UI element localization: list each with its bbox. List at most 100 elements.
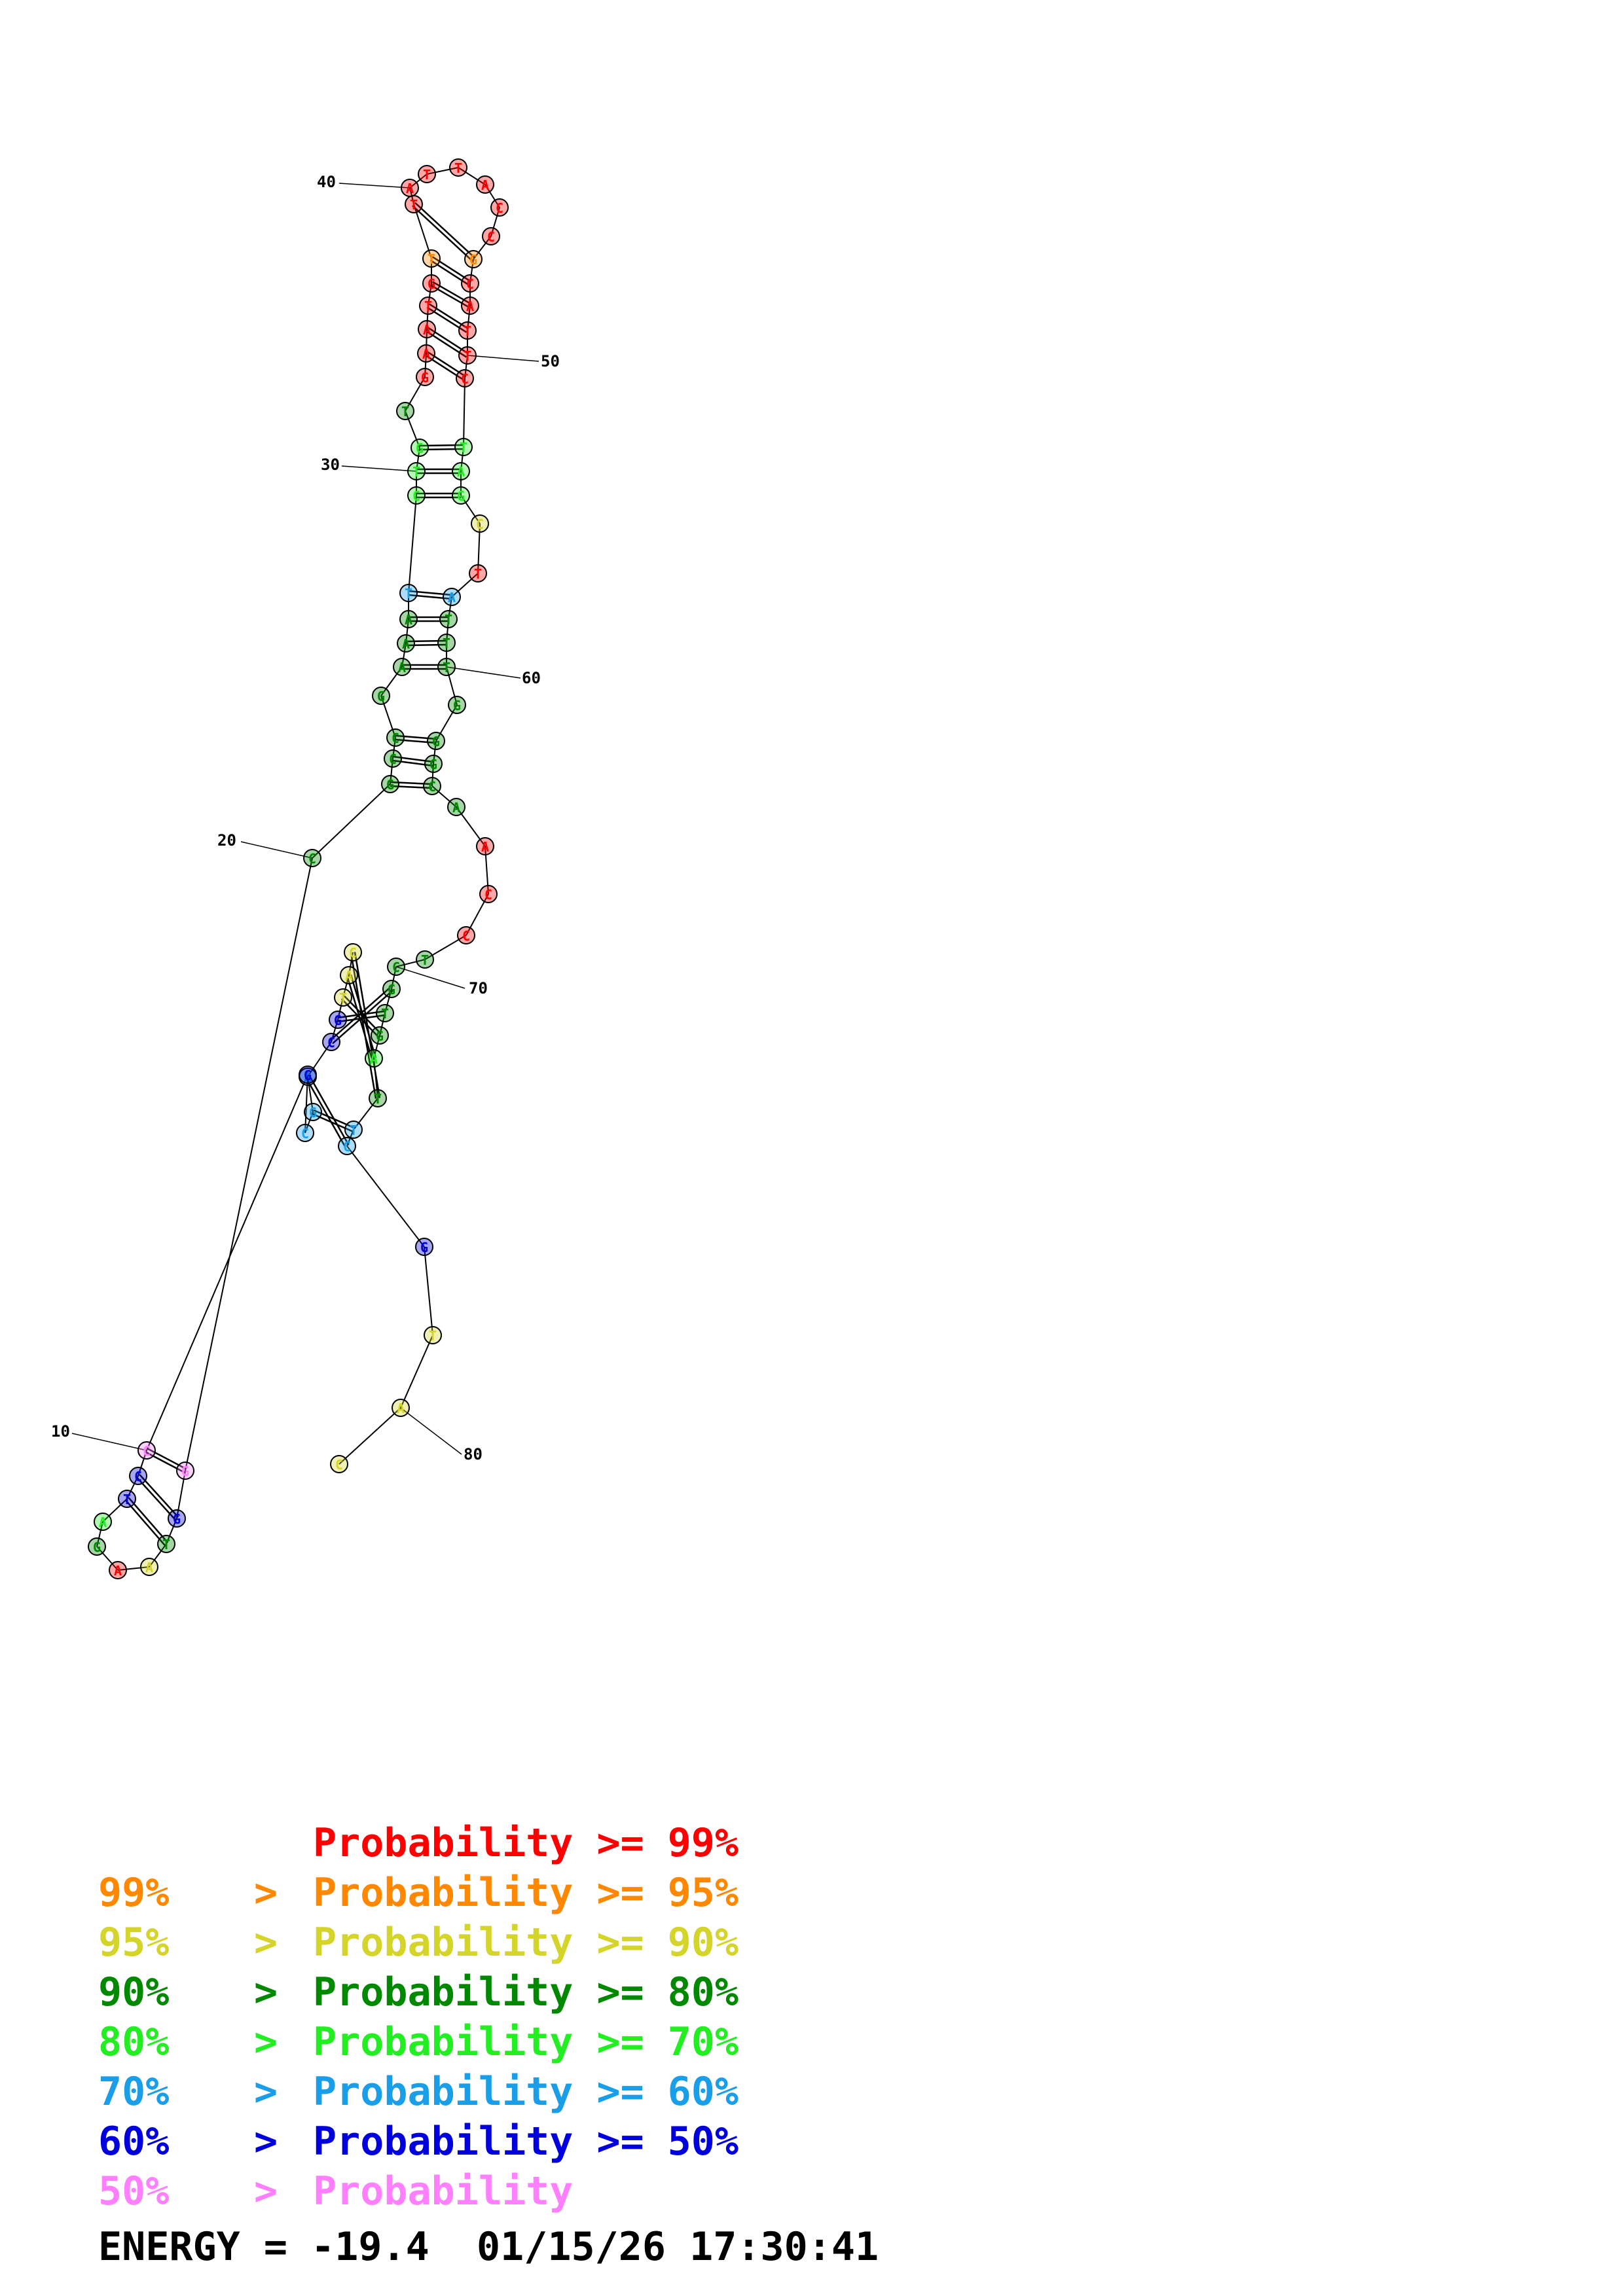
- nucleotide-letter: G: [416, 440, 424, 456]
- legend-threshold: 95%: [667, 1870, 739, 1916]
- nucleotide-letter: G: [173, 1511, 181, 1527]
- nucleotide-letter: T: [464, 348, 471, 364]
- nucleotide-letter: A: [481, 839, 489, 855]
- backbone-segment: [408, 495, 417, 594]
- backbone-segment: [149, 1543, 167, 1568]
- backbone-segment: [431, 763, 434, 787]
- nucleotide-11: C: [129, 1467, 147, 1485]
- nucleotide-44: C: [490, 198, 509, 217]
- nucleotide-16: A: [140, 1558, 158, 1576]
- nucleotide-letter: T: [443, 660, 450, 675]
- nucleotide-letter: T: [374, 1091, 382, 1107]
- nucleotide-circle: [452, 486, 470, 505]
- nucleotide-letter: C: [412, 488, 420, 504]
- backbone-lines: [96, 167, 500, 1571]
- energy-footer: ENERGY = -19.4 01/15/26 17:30:41: [98, 2224, 879, 2270]
- nucleotide-letter: A: [398, 660, 406, 675]
- nucleotide-70: C: [387, 958, 405, 976]
- base-pair-bond: [420, 448, 464, 451]
- nucleotide-5: C: [322, 1033, 340, 1051]
- backbone-segment: [451, 573, 479, 598]
- base-pair-bond: [124, 1499, 166, 1546]
- nucleotide-letter: C: [343, 1139, 351, 1155]
- base-pair-bond: [392, 759, 433, 767]
- nucleotide-letter: T: [423, 167, 431, 183]
- base-pair-bond: [395, 734, 437, 740]
- nucleotide-letter: A: [114, 1563, 122, 1579]
- nucleotide-letter: G: [376, 1028, 384, 1044]
- nucleotide-letter: T: [123, 1492, 131, 1507]
- nucleotide-circle: [461, 296, 479, 315]
- nucleotide-letter: C: [428, 779, 436, 795]
- nucleotide-circle: [296, 1124, 314, 1142]
- base-pair-bond: [419, 444, 464, 447]
- backbone-segment: [166, 1518, 177, 1545]
- legend-operator: >=: [596, 2119, 644, 2164]
- nucleotide-circle: [476, 837, 494, 855]
- backbone-segment: [424, 353, 427, 378]
- nucleotide-38: T: [422, 249, 441, 268]
- nucleotide-circle: [439, 610, 458, 628]
- legend-gt-sign: >: [254, 1870, 278, 1916]
- backbone-segment: [312, 783, 391, 859]
- backbone-segment: [469, 259, 474, 284]
- nucleotide-54: G: [452, 486, 470, 505]
- base-pair-bond: [128, 1497, 169, 1543]
- backbone-segment: [392, 737, 396, 759]
- base-pair-bond: [409, 590, 452, 596]
- nucleotide-circle: [461, 274, 479, 293]
- legend-gt-sign: >: [254, 2119, 278, 2164]
- nucleotide-circle: [449, 158, 467, 177]
- nucleotide-letter: C: [461, 371, 469, 387]
- nucleotide-letter: T: [428, 251, 435, 267]
- backbone-segment: [137, 1450, 147, 1477]
- legend-threshold: 80%: [667, 1969, 739, 2015]
- legend-label: Probability: [313, 2069, 574, 2115]
- legend-prefix: 95%: [98, 1920, 170, 1965]
- backbone-segment: [126, 1475, 139, 1499]
- nucleotide-letter: T: [401, 404, 409, 420]
- index-tick-line: [71, 1433, 147, 1451]
- nucleotide-46: G: [464, 250, 483, 268]
- nucleotide-circle: [407, 462, 426, 480]
- legend-label: Probability: [313, 1920, 574, 1965]
- nucleotide-letter: G: [309, 1105, 317, 1121]
- nucleotide-circle: [384, 749, 402, 768]
- nucleotide-13: A: [94, 1513, 112, 1531]
- legend-label: Probability: [313, 2119, 574, 2164]
- nucleotide-49: T: [458, 321, 477, 340]
- nucleotide-76: T: [344, 1121, 363, 1139]
- nucleotide-56: T: [469, 564, 487, 583]
- base-pair-bond: [390, 781, 433, 785]
- index-label-10: 10: [51, 1422, 70, 1441]
- nucleotide-21: G: [381, 775, 399, 793]
- nucleotide-circle: [458, 346, 477, 365]
- nucleotide-circle: [399, 584, 418, 602]
- nucleotide-letter: G: [181, 1463, 189, 1479]
- index-label-30: 30: [321, 456, 340, 474]
- nucleotide-letter: G: [429, 757, 437, 772]
- nucleotide-letter: T: [454, 160, 462, 176]
- nucleotide-circle: [443, 588, 461, 606]
- nucleotide-letter: C: [496, 200, 503, 216]
- nucleotide-51: C: [456, 369, 474, 387]
- nucleotide-letter: A: [405, 612, 412, 628]
- nucleotide-12: T: [118, 1490, 136, 1508]
- nucleotide-80: A: [392, 1399, 410, 1417]
- nucleotide-letter: C: [349, 945, 357, 961]
- base-pair-bond: [313, 1109, 355, 1129]
- legend-operator: >=: [596, 2019, 644, 2065]
- nucleotide-52: T: [454, 438, 473, 456]
- backbone-segment: [304, 1074, 308, 1134]
- nucleotide-letter: G: [334, 1013, 342, 1028]
- nucleotide-50: T: [458, 346, 477, 365]
- nucleotide-circle: [176, 1462, 194, 1480]
- nucleotide-circle: [137, 1441, 156, 1460]
- backbone-segment: [102, 1498, 128, 1522]
- nucleotide-circle: [372, 687, 390, 705]
- nucleotide-circle: [396, 402, 414, 420]
- backbone-segment: [146, 1074, 308, 1451]
- nucleotide-60: T: [437, 658, 456, 676]
- nucleotide-circle: [417, 344, 435, 363]
- nucleotide-circle: [427, 732, 445, 750]
